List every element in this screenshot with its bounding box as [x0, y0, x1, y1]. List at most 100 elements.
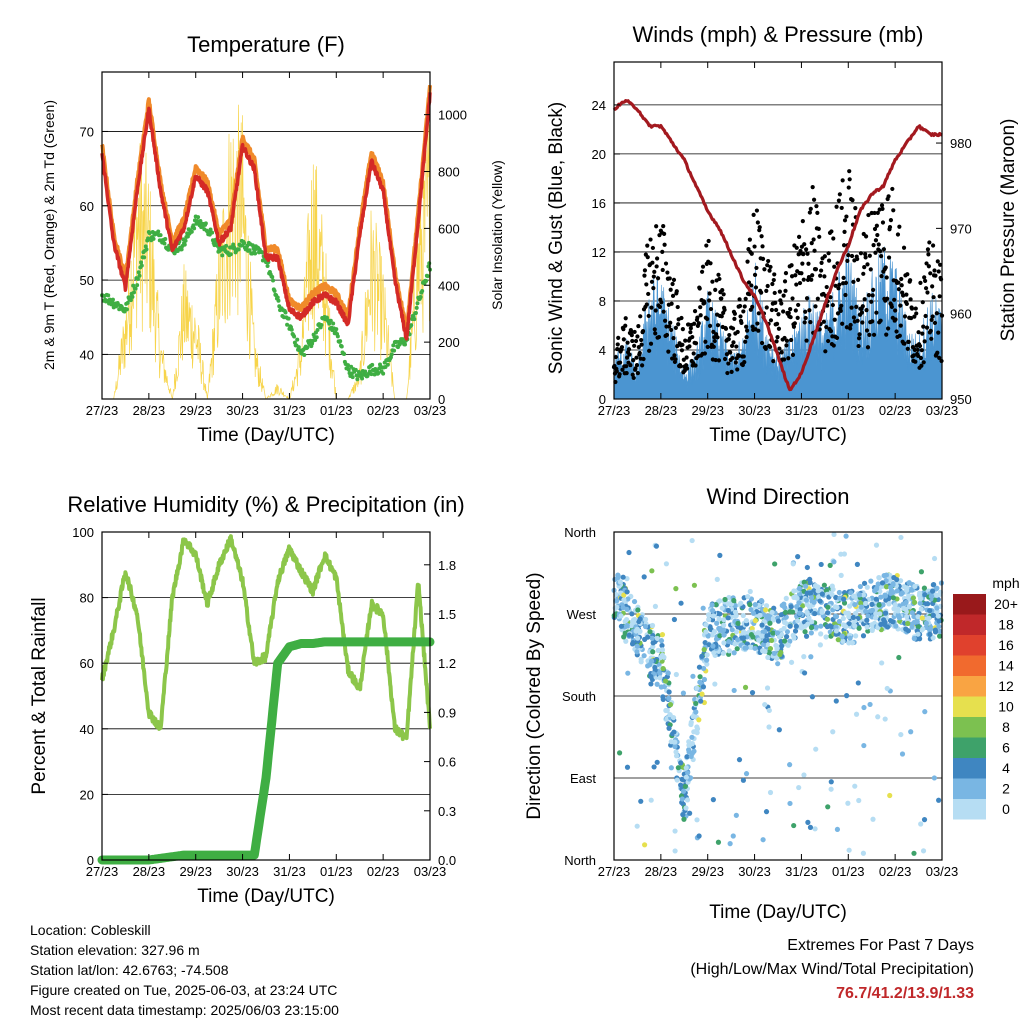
- gust-point: [700, 264, 706, 269]
- gust-point: [729, 343, 735, 349]
- direction-point: [629, 611, 635, 617]
- direction-point: [817, 642, 823, 648]
- direction-point: [743, 771, 750, 777]
- gust-point: [707, 323, 713, 328]
- direction-point: [918, 569, 925, 575]
- direction-point: [873, 596, 879, 602]
- temperature-frame: [101, 71, 431, 400]
- gust-point: [769, 307, 775, 313]
- winds-ytick-label: 8: [599, 294, 606, 309]
- gust-point: [713, 357, 718, 363]
- direction-point: [905, 628, 911, 634]
- direction-point: [867, 701, 873, 708]
- direction-point: [634, 649, 640, 655]
- direction-point: [890, 595, 897, 601]
- gust-point: [803, 315, 808, 321]
- gust-point: [667, 276, 672, 281]
- direction-point: [730, 833, 736, 839]
- gust-point: [849, 253, 855, 259]
- dewpoint-point: [272, 288, 277, 293]
- dewpoint-point: [179, 247, 184, 252]
- direction-point: [896, 654, 902, 661]
- gust-point: [858, 251, 864, 256]
- direction-point: [652, 603, 659, 609]
- direction-point: [713, 602, 719, 608]
- gust-point: [771, 359, 776, 364]
- gust-point: [652, 327, 657, 332]
- direction-point: [704, 657, 710, 663]
- gust-point: [790, 352, 796, 357]
- direction-point: [865, 628, 871, 634]
- gust-point: [866, 292, 872, 298]
- temperature-ytick-label: 70: [80, 124, 94, 139]
- direction-point: [680, 788, 687, 794]
- relative-humidity-line: [100, 534, 432, 742]
- direction-point: [731, 687, 737, 694]
- gust-point: [853, 206, 858, 211]
- gust-point: [680, 326, 685, 332]
- direction-point: [809, 619, 815, 625]
- direction-point: [710, 607, 716, 614]
- dewpoint-point: [315, 328, 320, 333]
- gust-point: [621, 327, 626, 332]
- gust-point: [672, 353, 677, 358]
- gust-point: [887, 225, 893, 230]
- winds-xtick-label: 29/23: [691, 403, 724, 418]
- direction-point: [848, 590, 854, 596]
- humidity-y2tick-label: 0.9: [438, 705, 456, 720]
- gust-point: [802, 242, 807, 247]
- legend-label: 10: [998, 699, 1014, 715]
- gust-point: [863, 255, 868, 260]
- gust-point: [719, 314, 724, 319]
- direction-xlabel: Time (Day/UTC): [709, 902, 847, 923]
- dewpoint-point: [331, 321, 336, 326]
- gust-point: [763, 346, 768, 351]
- gust-point: [878, 249, 883, 254]
- legend-swatch: [953, 635, 986, 656]
- dewpoint-point: [391, 343, 396, 348]
- direction-point: [618, 623, 625, 629]
- gust-point: [884, 275, 889, 280]
- gust-point: [862, 297, 867, 302]
- gust-point: [652, 269, 657, 274]
- direction-point: [660, 694, 666, 700]
- gust-point: [646, 313, 651, 319]
- direction-point: [678, 600, 684, 606]
- direction-point: [802, 629, 808, 635]
- direction-point: [683, 765, 689, 771]
- direction-point: [776, 727, 782, 733]
- gust-point: [630, 372, 635, 377]
- gust-point: [697, 286, 702, 291]
- gust-point: [646, 291, 651, 297]
- gust-point: [719, 296, 724, 301]
- gust-point: [777, 346, 782, 351]
- gust-point: [922, 339, 927, 344]
- humidity-y2tick-label: 1.5: [438, 607, 456, 622]
- direction-ytick-label: South: [562, 689, 596, 704]
- gust-point: [834, 204, 839, 209]
- gust-point: [792, 321, 797, 326]
- gust-point: [799, 271, 804, 276]
- gust-point: [765, 263, 770, 268]
- dewpoint-point: [142, 255, 147, 260]
- direction-point: [634, 643, 640, 649]
- gust-point: [935, 350, 940, 355]
- direction-point: [936, 618, 942, 624]
- gust-point: [874, 310, 879, 315]
- direction-point: [856, 592, 862, 598]
- direction-point: [875, 581, 881, 587]
- gust-point: [768, 318, 774, 323]
- direction-point: [631, 616, 638, 623]
- direction-point: [812, 610, 818, 617]
- dewpoint-point: [369, 372, 374, 377]
- gust-point: [788, 307, 793, 312]
- gust-point: [688, 330, 693, 335]
- direction-point: [712, 681, 718, 687]
- temperature-xtick-label: 31/23: [273, 403, 306, 418]
- humidity-y2tick-label: 0.3: [438, 804, 456, 819]
- direction-point: [742, 645, 748, 651]
- direction-point: [815, 588, 821, 594]
- dewpoint-point: [409, 323, 414, 328]
- dewpoint-point: [289, 327, 294, 332]
- direction-point: [747, 588, 753, 595]
